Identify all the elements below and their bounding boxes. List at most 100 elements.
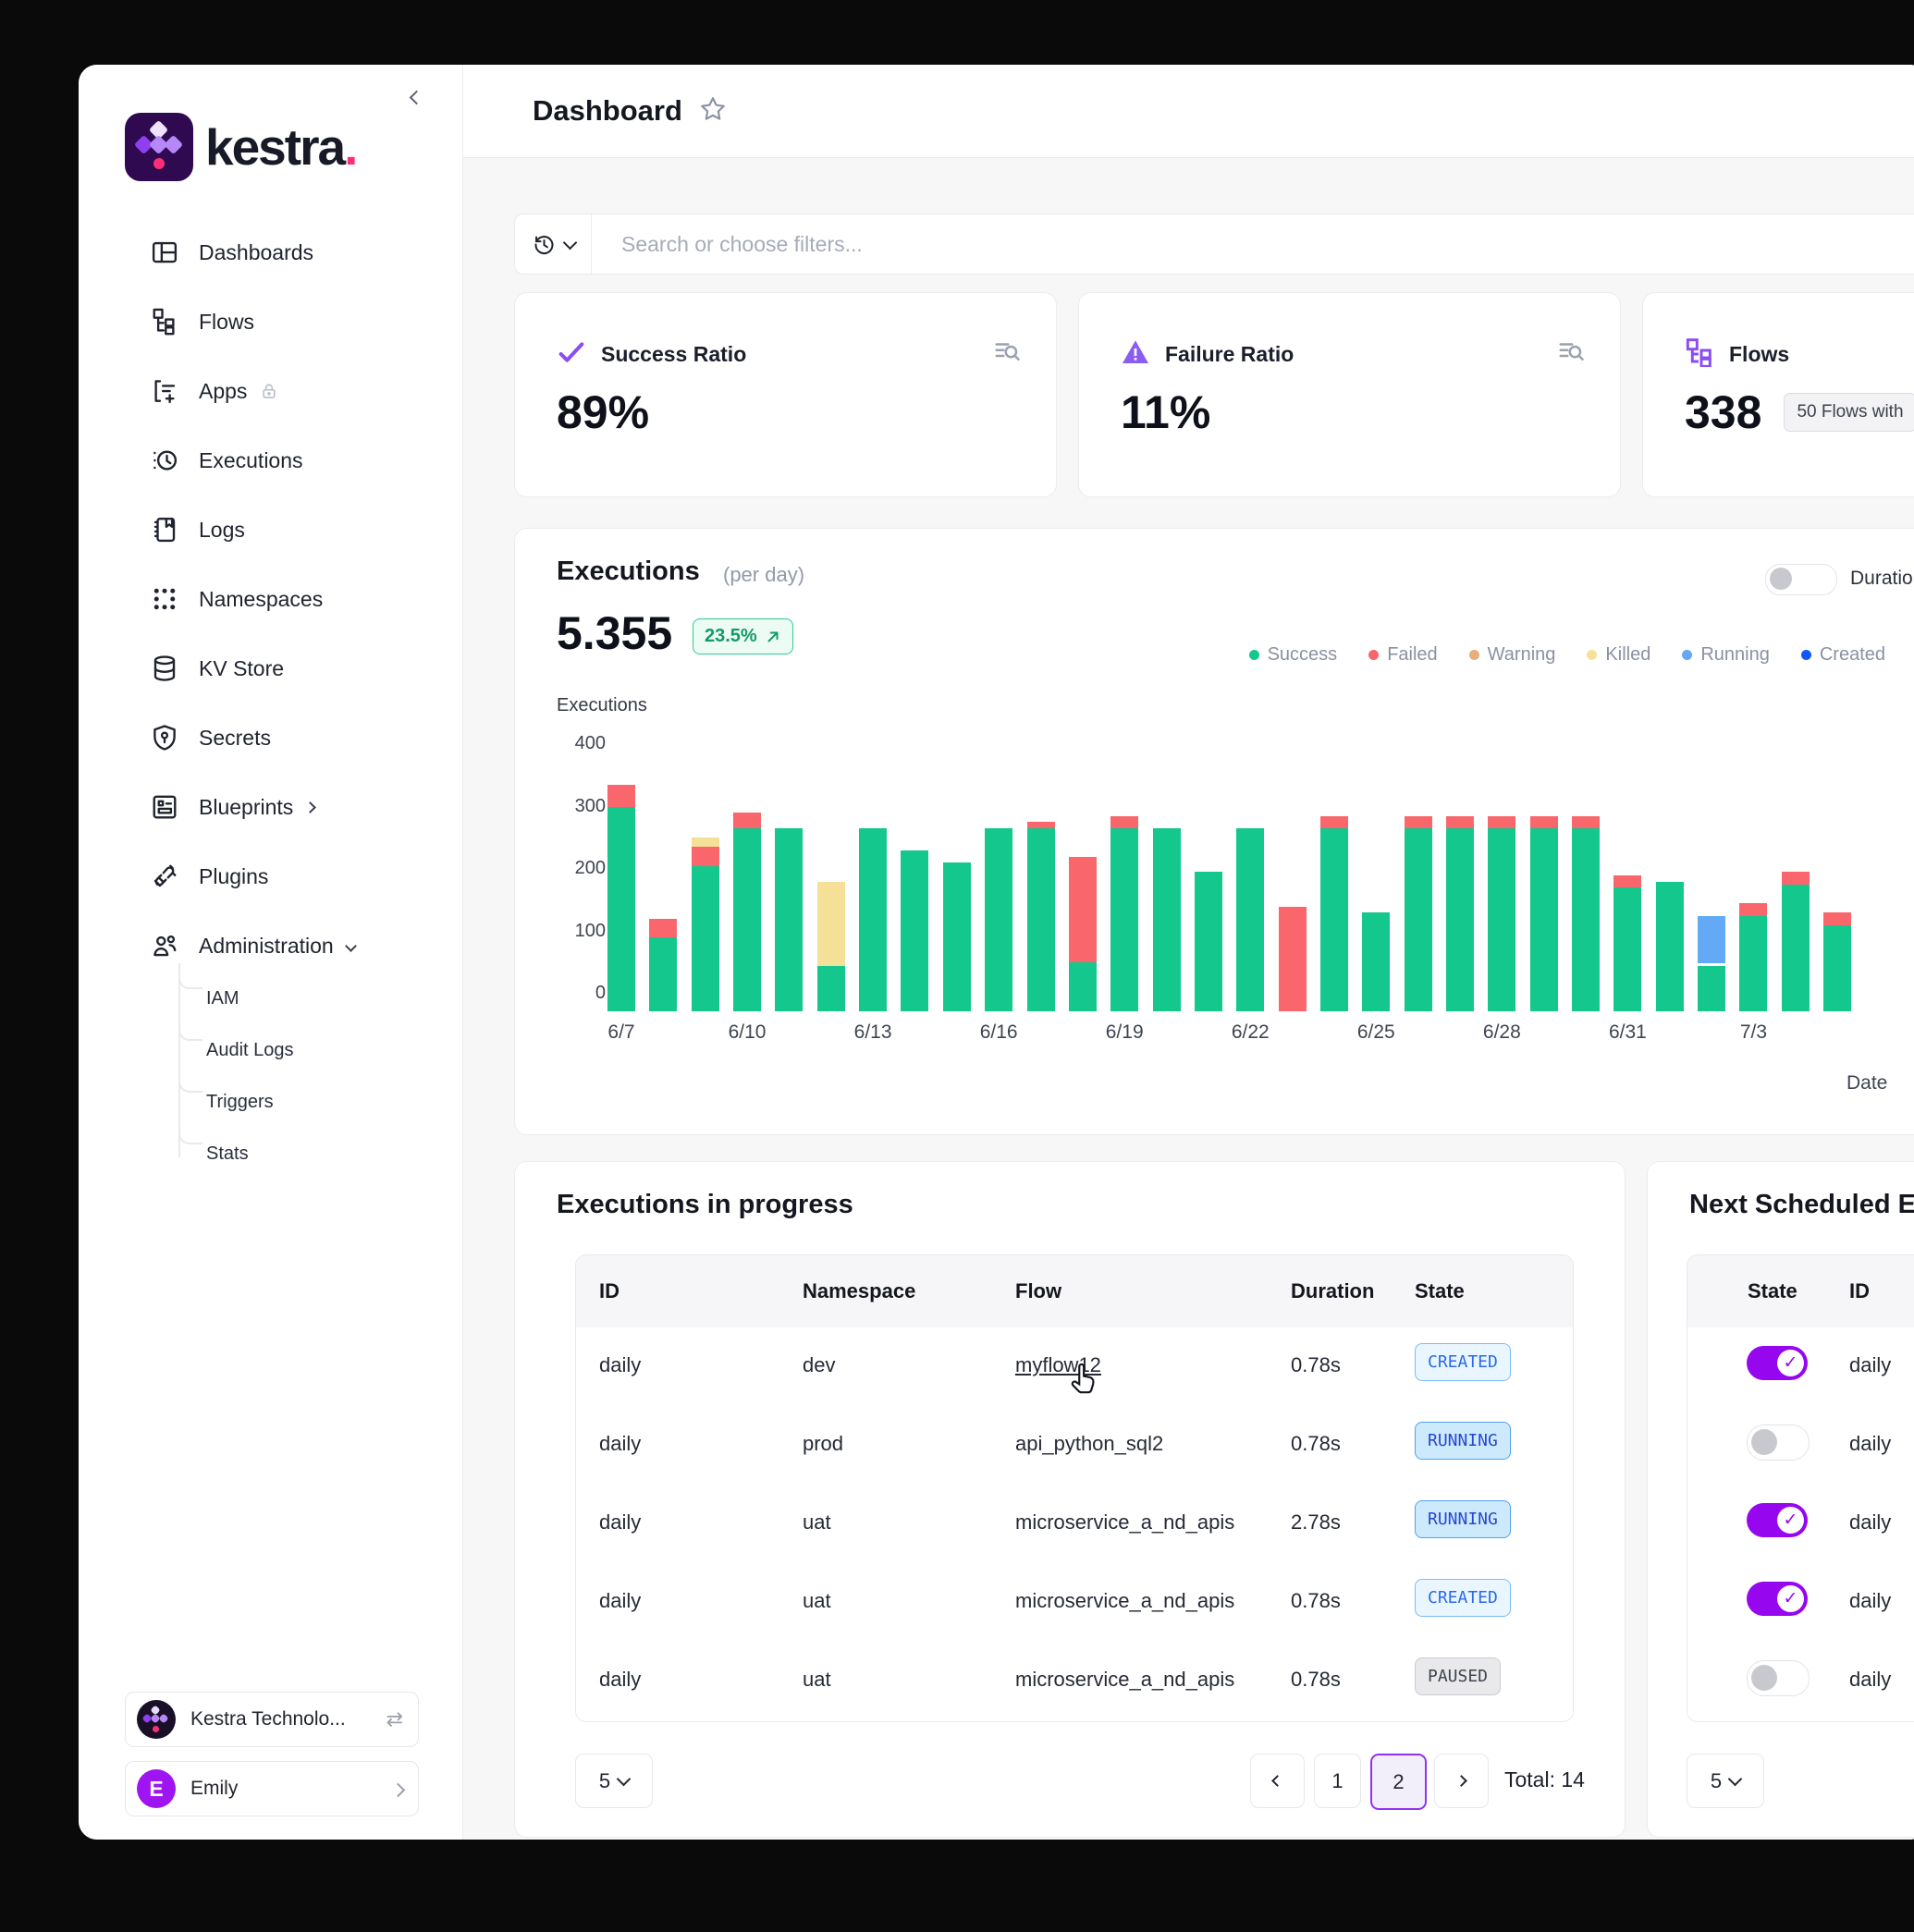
bar-6/15[interactable]	[942, 862, 971, 1011]
pagination-next-button[interactable]	[1434, 1754, 1489, 1808]
column-header-state[interactable]: State	[1415, 1279, 1465, 1302]
page-size-select[interactable]: 5	[1687, 1754, 1764, 1808]
bar-6/24[interactable]	[1319, 815, 1348, 1011]
table-row[interactable]: ✓dailym	[1687, 1485, 1914, 1564]
table-row[interactable]: ✓dailym	[1687, 1563, 1914, 1643]
schedule-toggle-off[interactable]	[1747, 1425, 1810, 1461]
star-icon[interactable]	[699, 95, 727, 128]
table-row[interactable]: daily uat microservice_a_nd_apis 2.78s RUNNI…	[576, 1485, 1573, 1564]
column-header-state[interactable]: State	[1748, 1279, 1797, 1302]
legend-item-warning[interactable]: Warning	[1468, 644, 1555, 666]
schedule-toggle-off[interactable]	[1747, 1660, 1810, 1696]
column-header-flow[interactable]: Flow	[1015, 1279, 1062, 1302]
bar-6/20[interactable]	[1152, 828, 1181, 1011]
column-header-duration[interactable]: Duration	[1291, 1279, 1375, 1302]
sidebar-item-administration[interactable]: Administration	[125, 924, 430, 967]
kestra-logo[interactable]: kestra.	[125, 113, 358, 181]
sidebar-collapse-button[interactable]	[409, 90, 424, 107]
bar-6/29[interactable]	[1529, 815, 1558, 1011]
bar-6/23[interactable]	[1278, 906, 1307, 1011]
flows-badge[interactable]: 50 Flows with	[1784, 393, 1914, 432]
bar-6/31[interactable]	[1613, 874, 1642, 1011]
bar-7/4[interactable]	[1781, 872, 1810, 1011]
apps-icon	[151, 377, 178, 405]
table-row[interactable]: daily uat microservice_a_nd_apis 0.78s PAUSE…	[576, 1642, 1573, 1720]
pagination-page-1[interactable]: 1	[1314, 1754, 1361, 1808]
flow-link[interactable]: microservice_a_nd_apis	[1015, 1668, 1235, 1691]
sidebar-item-executions[interactable]: Executions	[125, 439, 430, 482]
legend-item-created[interactable]: Created	[1800, 644, 1885, 666]
filter-search-icon[interactable]	[993, 337, 1021, 370]
bar-segment-killed	[691, 838, 719, 848]
bar-7/5[interactable]	[1823, 912, 1852, 1011]
flow-link[interactable]: api_python_sql2	[1015, 1432, 1164, 1455]
flow-link[interactable]: microservice_a_nd_apis	[1015, 1589, 1235, 1612]
bar-6/8[interactable]	[649, 919, 678, 1011]
bar-6/10[interactable]	[733, 813, 762, 1011]
search-input[interactable]	[592, 230, 1914, 258]
bar-6/22[interactable]	[1236, 828, 1265, 1011]
tenant-switcher[interactable]: Kestra Technolo... ⇄	[125, 1692, 419, 1747]
legend-item-success[interactable]: Success	[1248, 644, 1337, 666]
sidebar-item-apps[interactable]: Apps	[125, 370, 430, 412]
bar-6/12[interactable]	[816, 881, 845, 1011]
schedule-toggle-on[interactable]: ✓	[1747, 1503, 1808, 1537]
schedule-toggle-on[interactable]: ✓	[1747, 1582, 1808, 1616]
table-row[interactable]: dailym	[1687, 1642, 1914, 1720]
duration-toggle[interactable]	[1765, 564, 1837, 595]
sidebar-item-kv-store[interactable]: KV Store	[125, 647, 430, 690]
bar-6/11[interactable]	[775, 828, 804, 1011]
bar-6/9[interactable]	[691, 838, 719, 1011]
table-row[interactable]: ✓dailym	[1687, 1327, 1914, 1407]
page-size-select[interactable]: 5	[575, 1754, 653, 1808]
table-row[interactable]: dailya	[1687, 1406, 1914, 1486]
pagination-prev-button[interactable]	[1250, 1754, 1305, 1808]
column-header-namespace[interactable]: Namespace	[803, 1279, 916, 1302]
table-row[interactable]: daily uat microservice_a_nd_apis 0.78s CREAT…	[576, 1563, 1573, 1643]
bar-6/21[interactable]	[1194, 872, 1222, 1011]
delta-badge[interactable]: 23.5%	[693, 618, 793, 654]
sidebar-subitem-audit-logs[interactable]: Audit Logs	[206, 1039, 294, 1060]
bar-6/16[interactable]	[985, 828, 1013, 1011]
bar-6/13[interactable]	[859, 828, 888, 1011]
legend-item-failed[interactable]: Failed	[1368, 644, 1438, 666]
bar-6/28[interactable]	[1488, 815, 1516, 1011]
sidebar-subitem-stats[interactable]: Stats	[206, 1143, 249, 1164]
filter-history-button[interactable]	[515, 214, 592, 274]
flow-link[interactable]: myflow12	[1015, 1353, 1101, 1376]
bar-6/30[interactable]	[1572, 815, 1601, 1011]
bar-7/3[interactable]	[1739, 903, 1768, 1011]
bar-6/17[interactable]	[1026, 822, 1055, 1011]
bar-6/25[interactable]	[1362, 912, 1391, 1011]
sidebar-item-plugins[interactable]: Plugins	[125, 855, 430, 898]
column-header-id[interactable]: ID	[599, 1279, 620, 1302]
sidebar-item-secrets[interactable]: Secrets	[125, 716, 430, 759]
sidebar-item-dashboards[interactable]: Dashboards	[125, 231, 430, 274]
filter-search-icon[interactable]	[1557, 337, 1585, 370]
sidebar-item-logs[interactable]: Logs	[125, 508, 430, 551]
bar-7/2[interactable]	[1698, 916, 1726, 1011]
sidebar-item-namespaces[interactable]: Namespaces	[125, 578, 430, 620]
flow-link[interactable]: microservice_a_nd_apis	[1015, 1510, 1235, 1534]
user-menu[interactable]: E Emily	[125, 1761, 419, 1816]
sidebar-subitem-triggers[interactable]: Triggers	[206, 1091, 274, 1112]
bar-6/7[interactable]	[607, 784, 635, 1011]
bar-6/19[interactable]	[1110, 815, 1139, 1011]
bar-6/14[interactable]	[901, 850, 929, 1011]
bar-6/27[interactable]	[1446, 815, 1474, 1011]
legend-item-killed[interactable]: Killed	[1587, 644, 1650, 666]
table-row[interactable]: daily dev myflow12 0.78s CREATED	[576, 1327, 1573, 1407]
bar-segment-success	[1613, 887, 1642, 1011]
bar-6/26[interactable]	[1404, 815, 1432, 1011]
schedule-toggle-on[interactable]: ✓	[1747, 1346, 1808, 1380]
bar-6/18[interactable]	[1068, 856, 1097, 1011]
legend-item-running[interactable]: Running	[1682, 644, 1770, 666]
bar-7/1[interactable]	[1655, 881, 1684, 1011]
column-header-id[interactable]: ID	[1849, 1279, 1870, 1302]
sidebar-item-blueprints[interactable]: Blueprints	[125, 786, 430, 828]
bar-segment-success	[1572, 828, 1601, 1011]
table-row[interactable]: daily prod api_python_sql2 0.78s RUNNING	[576, 1406, 1573, 1486]
sidebar-subitem-iam[interactable]: IAM	[206, 987, 239, 1009]
sidebar-item-flows[interactable]: Flows	[125, 300, 430, 343]
pagination-page-2[interactable]: 2	[1370, 1754, 1427, 1810]
